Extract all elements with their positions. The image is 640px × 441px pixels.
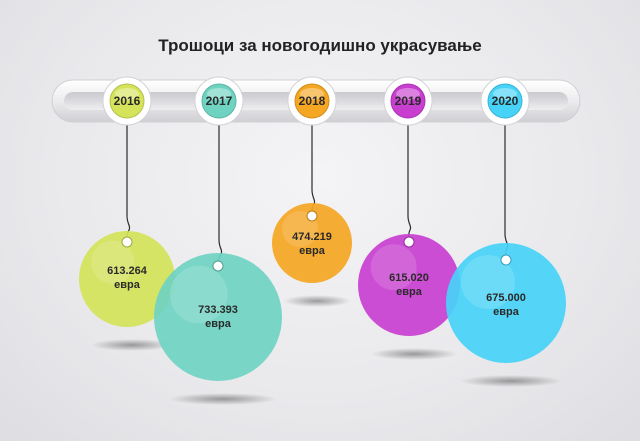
- value-label-2020: 675.000: [486, 292, 526, 304]
- year-label-2020: 2020: [492, 94, 519, 108]
- bubble-hole-2020: [500, 254, 512, 266]
- value-bubble-2020: [446, 243, 566, 363]
- value-label-2018: 474.219: [292, 231, 332, 243]
- bubble-highlight-2016: [91, 240, 135, 284]
- unit-label-2018: евра: [299, 245, 326, 257]
- year-node-gloss-2016: [115, 88, 139, 100]
- bubble-shadow-2020: [460, 375, 562, 387]
- value-label-2019: 615.020: [389, 272, 429, 284]
- bubble-shadow-2019: [370, 348, 458, 360]
- bubble-highlight-2017: [170, 265, 228, 324]
- year-node-gloss-2017: [207, 88, 231, 100]
- year-node-gloss-2019: [396, 88, 420, 100]
- value-bubble-2019: [358, 234, 460, 336]
- value-bubble-2016: [79, 231, 175, 327]
- year-node-2019: [390, 83, 426, 119]
- bubble-highlight-2019: [370, 244, 417, 291]
- chart-title: Трошоци за новогодишно украсување: [158, 36, 482, 55]
- hanging-string-2020: [504, 118, 509, 257]
- bubble-hole-2016: [121, 236, 133, 248]
- year-label-2016: 2016: [114, 94, 141, 108]
- value-bubble-2017: [154, 253, 282, 381]
- hanging-string-2016: [126, 118, 131, 239]
- bubble-highlight-2020: [461, 255, 515, 309]
- hanging-string-2017: [217, 118, 223, 263]
- year-node-2020: [487, 83, 523, 119]
- hanging-string-2019: [407, 118, 412, 239]
- bubble-hole-2019: [403, 236, 415, 248]
- bubble-hole-2017: [212, 260, 224, 272]
- unit-label-2019: евра: [396, 286, 423, 298]
- year-node-gloss-2018: [300, 88, 324, 100]
- value-label-2017: 733.393: [198, 304, 238, 316]
- value-bubble-2018: [272, 203, 352, 283]
- hanging-string-2018: [311, 118, 316, 213]
- year-node-2017: [201, 83, 237, 119]
- bubble-shadow-2017: [168, 393, 278, 405]
- bubble-shadow-2016: [91, 339, 173, 351]
- year-node-2018: [294, 83, 330, 119]
- unit-label-2020: евра: [493, 306, 520, 318]
- year-node-gloss-2020: [493, 88, 517, 100]
- unit-label-2017: евра: [205, 318, 232, 330]
- year-node-2016: [109, 83, 145, 119]
- bubble-shadow-2018: [283, 295, 351, 307]
- year-label-2017: 2017: [206, 94, 233, 108]
- unit-label-2016: евра: [114, 279, 141, 291]
- year-label-2018: 2018: [299, 94, 326, 108]
- bubble-hole-2018: [306, 210, 318, 222]
- year-label-2019: 2019: [395, 94, 422, 108]
- value-label-2016: 613.264: [107, 265, 148, 277]
